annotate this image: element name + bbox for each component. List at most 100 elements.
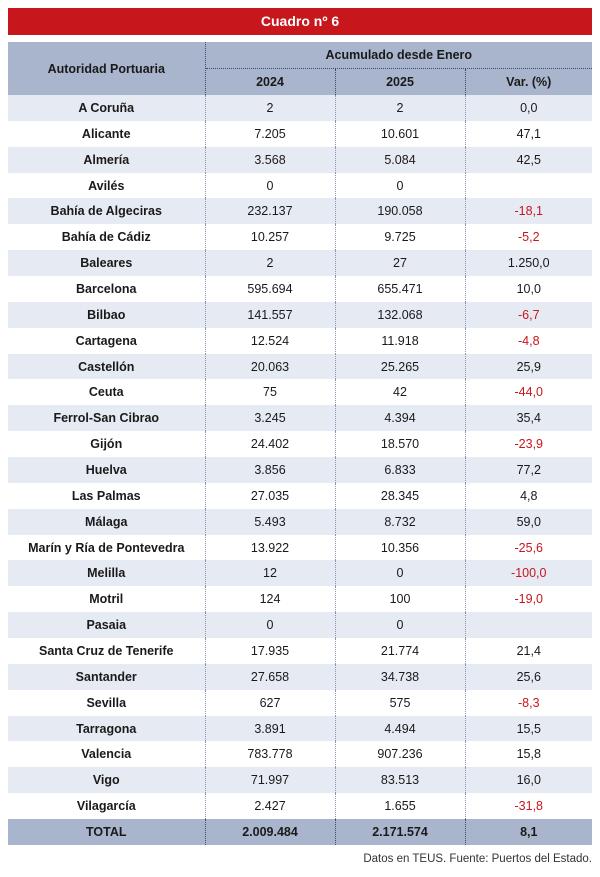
table-cell: 3.891 <box>205 715 336 742</box>
table-cell: Barcelona <box>8 276 206 302</box>
table-row: Vigo 71.997 83.513 16,0 <box>8 767 593 794</box>
table-cell: 15,5 <box>465 715 593 742</box>
table-row: Pasaia 0 0 <box>8 612 593 639</box>
table-cell: 3.856 <box>205 457 336 483</box>
table-cell: Ferrol-San Cibrao <box>8 405 206 432</box>
table-cell: Huelva <box>8 457 206 483</box>
table-cell: Almería <box>8 146 206 173</box>
table-cell: Málaga <box>8 508 206 535</box>
table-row: Castellón 20.063 25.265 25,9 <box>8 353 593 380</box>
table-cell: 907.236 <box>335 741 466 768</box>
table-cell: 0 <box>205 612 336 639</box>
table-cell: 71.997 <box>205 767 336 794</box>
column-header: Var. (%) <box>465 68 593 95</box>
table-cell: -8,3 <box>465 689 593 716</box>
table-cell: 20.063 <box>205 353 336 380</box>
table-row: Santa Cruz de Tenerife 17.935 21.774 21,4 <box>8 638 593 664</box>
table-cell: Vigo <box>8 767 206 794</box>
table-row: Marín y Ría de Pontevedra 13.922 10.356 -25… <box>8 534 593 561</box>
table-cell: 5.493 <box>205 508 336 535</box>
table-cell: -5,2 <box>465 224 593 251</box>
table-row: Avilés 0 0 <box>8 172 593 199</box>
table-row: Málaga 5.493 8.732 59,0 <box>8 508 593 535</box>
table-cell: 132.068 <box>335 301 466 328</box>
table-cell: 627 <box>205 689 336 716</box>
table-cell: 35,4 <box>465 405 593 432</box>
table-cell: Bahía de Algeciras <box>8 198 206 225</box>
table-cell: Pasaia <box>8 612 206 639</box>
table-cell: 42,5 <box>465 146 593 173</box>
table-cell: 2.009.484 <box>205 819 336 846</box>
table-cell: 595.694 <box>205 276 336 302</box>
table-cell: Alicante <box>8 120 206 147</box>
table-cell: 575 <box>335 689 466 716</box>
table-cell: 15,8 <box>465 741 593 768</box>
data-table: Autoridad Portuaria Acumulado desde Ener… <box>8 42 593 846</box>
table-cell: 27.658 <box>205 663 336 690</box>
table-cell: Valencia <box>8 741 206 768</box>
table-cell: 2 <box>205 250 336 277</box>
table-cell: Motril <box>8 586 206 613</box>
table-cell: 16,0 <box>465 767 593 794</box>
total-row: TOTAL 2.009.484 2.171.574 8,1 <box>8 819 593 846</box>
table-cell: 59,0 <box>465 508 593 535</box>
table-cell: 10,0 <box>465 276 593 302</box>
table-cell: Santa Cruz de Tenerife <box>8 638 206 664</box>
table-cell: 12 <box>205 560 336 587</box>
table-cell: Gijón <box>8 431 206 458</box>
table-cell: 2.171.574 <box>335 819 466 846</box>
table-cell <box>465 172 593 199</box>
table-cell: 25,9 <box>465 353 593 380</box>
table-row: Gijón 24.402 18.570 -23,9 <box>8 431 593 458</box>
table-cell: 8.732 <box>335 508 466 535</box>
table-cell: Avilés <box>8 172 206 199</box>
table-cell: 2 <box>205 95 336 121</box>
table-row: Baleares 2 27 1.250,0 <box>8 250 593 277</box>
table-cell: Santander <box>8 663 206 690</box>
table-cell: -25,6 <box>465 534 593 561</box>
table-row: Las Palmas 27.035 28.345 4,8 <box>8 482 593 509</box>
column-header: 2024 <box>205 68 336 95</box>
table-cell: 4,8 <box>465 482 593 509</box>
table-row: Sevilla 627 575 -8,3 <box>8 689 593 716</box>
table-cell: -44,0 <box>465 379 593 406</box>
table-row: Alicante 7.205 10.601 47,1 <box>8 120 593 147</box>
table-cell: 190.058 <box>335 198 466 225</box>
table-cell: TOTAL <box>8 819 206 846</box>
table-row: Bahía de Algeciras 232.137 190.058 -18,1 <box>8 198 593 225</box>
table-cell: 1.250,0 <box>465 250 593 277</box>
table-cell: -23,9 <box>465 431 593 458</box>
table-row: Tarragona 3.891 4.494 15,5 <box>8 715 593 742</box>
table-row: Bahía de Cádiz 10.257 9.725 -5,2 <box>8 224 593 251</box>
table-cell: 783.778 <box>205 741 336 768</box>
table-cell: 2 <box>335 95 466 121</box>
table-cell: -19,0 <box>465 586 593 613</box>
table-cell: 2.427 <box>205 793 336 820</box>
table-cell: 0,0 <box>465 95 593 121</box>
table-cell: -31,8 <box>465 793 593 820</box>
table-cell: 4.494 <box>335 715 466 742</box>
table-cell: Bilbao <box>8 301 206 328</box>
table-row: Bilbao 141.557 132.068 -6,7 <box>8 301 593 328</box>
table-title: Cuadro nº 6 <box>8 8 592 35</box>
table-cell: -100,0 <box>465 560 593 587</box>
table-cell: 21.774 <box>335 638 466 664</box>
table-cell: 0 <box>335 612 466 639</box>
table-cell: -4,8 <box>465 327 593 354</box>
table-cell: Las Palmas <box>8 482 206 509</box>
table-row: Barcelona 595.694 655.471 10,0 <box>8 276 593 302</box>
table-row: Vilagarcía 2.427 1.655 -31,8 <box>8 793 593 820</box>
table-cell: 3.568 <box>205 146 336 173</box>
table-cell: 27 <box>335 250 466 277</box>
table-cell: Baleares <box>8 250 206 277</box>
table-cell: 13.922 <box>205 534 336 561</box>
table-cell: Cartagena <box>8 327 206 354</box>
table-row: Ceuta 75 42 -44,0 <box>8 379 593 406</box>
table-cell: 3.245 <box>205 405 336 432</box>
table-body: A Coruña 2 2 0,0 Alicante 7.205 10.601 47,1 Alme… <box>8 95 593 820</box>
table-cell: 11.918 <box>335 327 466 354</box>
table-cell: 8,1 <box>465 819 593 846</box>
table-cell: Marín y Ría de Pontevedra <box>8 534 206 561</box>
source-note: Datos en TEUS. Fuente: Puertos del Estad… <box>363 853 592 865</box>
table-cell: 77,2 <box>465 457 593 483</box>
